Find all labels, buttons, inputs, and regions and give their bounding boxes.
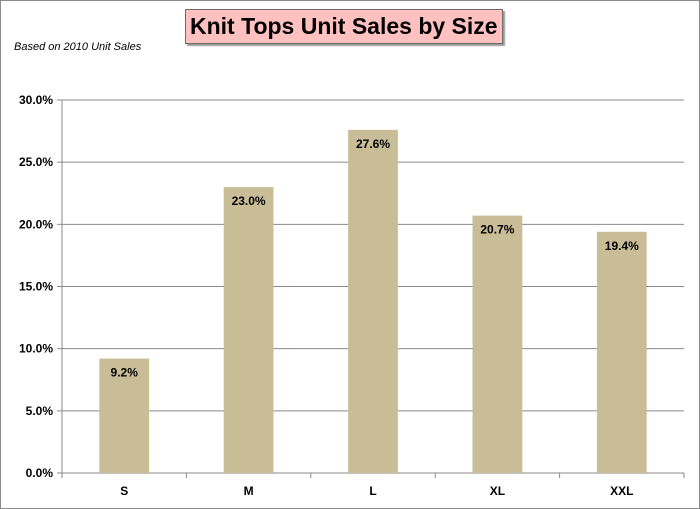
x-category-label: M: [244, 484, 254, 498]
bar-l: [348, 129, 398, 473]
bar-xxl: [596, 231, 647, 473]
bar-m: [223, 187, 274, 474]
x-category-label: S: [120, 484, 128, 498]
y-tick-label: 0.0%: [26, 466, 54, 480]
y-tick-label: 30.0%: [19, 93, 53, 107]
data-label: 20.7%: [480, 223, 514, 237]
y-tick-label: 25.0%: [19, 155, 53, 169]
x-category-label: XXL: [610, 484, 633, 498]
y-tick-label: 5.0%: [26, 404, 54, 418]
chart-subtitle: Based on 2010 Unit Sales: [14, 41, 142, 53]
y-tick-label: 20.0%: [19, 217, 53, 231]
y-tick-label: 10.0%: [19, 342, 53, 356]
data-label: 27.6%: [356, 137, 390, 151]
data-label: 19.4%: [605, 239, 639, 253]
bar-s: [99, 358, 150, 473]
x-category-label: L: [369, 484, 376, 498]
bar-xl: [472, 215, 523, 473]
chart-title: Knit Tops Unit Sales by Size: [185, 9, 503, 44]
data-label: 9.2%: [111, 366, 139, 380]
data-label: 23.0%: [232, 194, 266, 208]
x-category-label: XL: [490, 484, 505, 498]
y-tick-label: 15.0%: [19, 280, 53, 294]
